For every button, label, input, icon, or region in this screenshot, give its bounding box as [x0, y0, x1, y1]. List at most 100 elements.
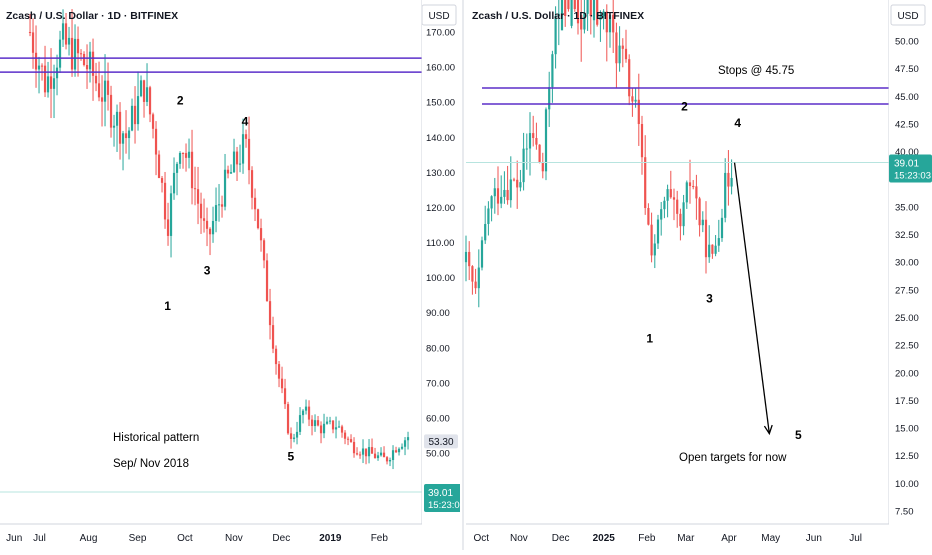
right-candle — [503, 171, 506, 204]
right-candle — [496, 166, 500, 216]
left-currency-button[interactable] — [421, 4, 457, 26]
right-candle — [567, 0, 570, 12]
left-candle — [208, 227, 212, 256]
left-candle — [388, 457, 392, 467]
left-y-tick-label: 60.00 — [426, 413, 450, 424]
left-chart-panel: Zcash / U.S. Dollar · 1D · BITFINEX 1 2 … — [0, 0, 465, 544]
left-wave-label-5: 5 — [287, 449, 294, 463]
left-candle — [58, 30, 62, 73]
left-candle — [403, 437, 407, 456]
left-current-price-label: 39.01 — [428, 488, 453, 499]
right-candle — [621, 38, 624, 68]
left-candle — [307, 400, 311, 427]
right-x-ticks[interactable]: Oct Nov Dec 2025 Feb Mar Apr May Jun Jul — [474, 533, 862, 544]
left-candle — [304, 399, 308, 415]
right-candle — [583, 0, 586, 34]
left-candle — [34, 25, 38, 88]
right-candle — [474, 268, 477, 294]
left-candle — [259, 218, 263, 252]
left-candle — [343, 430, 347, 445]
left-candle — [349, 434, 353, 443]
left-candle — [220, 195, 224, 218]
left-candle — [94, 62, 98, 92]
left-candle — [331, 420, 335, 434]
right-candle — [695, 174, 698, 220]
left-candle — [334, 416, 338, 439]
right-wave-label-1: 1 — [646, 331, 653, 345]
left-annotation-date-range: Sep/ Nov 2018 — [113, 458, 189, 470]
left-wave-label-1: 1 — [164, 299, 171, 313]
left-candle — [133, 86, 137, 144]
left-candle — [337, 420, 341, 428]
right-plot-area[interactable] — [466, 0, 889, 524]
left-y-tick-label: 170.00 — [426, 28, 455, 39]
right-candle — [653, 234, 656, 269]
right-candle — [679, 208, 682, 241]
right-candle — [676, 190, 679, 228]
left-candle — [202, 198, 206, 233]
right-candle — [685, 180, 688, 209]
left-candle — [238, 144, 242, 173]
left-candle — [340, 424, 344, 438]
right-y-tick-label: 40.00 — [895, 147, 919, 158]
left-candle — [214, 187, 218, 233]
left-candle — [79, 49, 83, 61]
right-symbol-label: Zcash / U.S. Dollar · 1D · BITFINEX — [472, 10, 644, 22]
right-projection-arrow-line[interactable] — [733, 162, 770, 434]
left-candle — [175, 161, 179, 196]
right-x-tick-label: Oct — [474, 533, 490, 544]
right-projection-arrowhead — [763, 424, 773, 436]
left-x-tick-label: 2019 — [319, 533, 342, 544]
left-candle — [97, 61, 101, 102]
left-candle — [145, 63, 149, 107]
right-y-tick-label: 7.50 — [895, 507, 914, 518]
right-candle — [647, 203, 650, 226]
left-candle — [55, 54, 59, 96]
left-plot-area[interactable] — [0, 0, 422, 524]
right-candle — [538, 144, 541, 164]
right-candle — [628, 54, 631, 106]
left-candle — [160, 175, 164, 193]
right-candle — [548, 71, 551, 127]
right-y-tick-label: 42.50 — [895, 119, 919, 130]
left-y-tick-label: 90.00 — [426, 308, 450, 319]
left-candle — [247, 116, 251, 185]
left-candles-layer — [28, 9, 410, 470]
right-candle — [525, 133, 528, 170]
left-candle — [316, 415, 320, 427]
left-candle — [223, 153, 227, 211]
left-x-ticks[interactable]: Jun Jul Aug Sep Oct Nov Dec 2019 Feb — [6, 533, 388, 544]
right-x-tick-label: Mar — [677, 533, 695, 544]
left-candle — [241, 118, 245, 174]
right-candle — [509, 156, 512, 208]
left-candle — [37, 56, 41, 94]
left-candle — [154, 121, 158, 176]
left-candle — [232, 138, 236, 173]
left-last-price-label: 53.30 — [428, 437, 453, 448]
right-candle — [490, 195, 493, 222]
left-candle — [277, 361, 281, 388]
right-y-tick-label: 47.50 — [895, 64, 919, 75]
right-price-axis[interactable] — [889, 0, 932, 524]
left-candle — [313, 414, 317, 432]
left-candle — [52, 64, 56, 119]
left-candle — [382, 446, 386, 458]
left-x-tick-label: Jun — [6, 533, 22, 544]
left-candle — [169, 185, 173, 258]
left-candle — [199, 192, 203, 234]
right-x-tick-label: 2025 — [593, 533, 616, 544]
left-candle — [244, 129, 248, 148]
right-y-tick-label: 17.50 — [895, 396, 919, 407]
left-candle — [67, 26, 71, 56]
left-candle — [385, 456, 389, 465]
left-candle — [82, 51, 86, 67]
left-candle — [265, 253, 269, 302]
right-candle — [480, 236, 484, 271]
right-y-ticks: 50.0047.5045.0042.5040.0037.5035.0032.50… — [895, 37, 919, 518]
right-currency-button[interactable] — [890, 4, 926, 26]
right-candle — [637, 73, 640, 146]
left-y-tick-label: 130.00 — [426, 168, 455, 179]
right-candle — [554, 6, 557, 69]
